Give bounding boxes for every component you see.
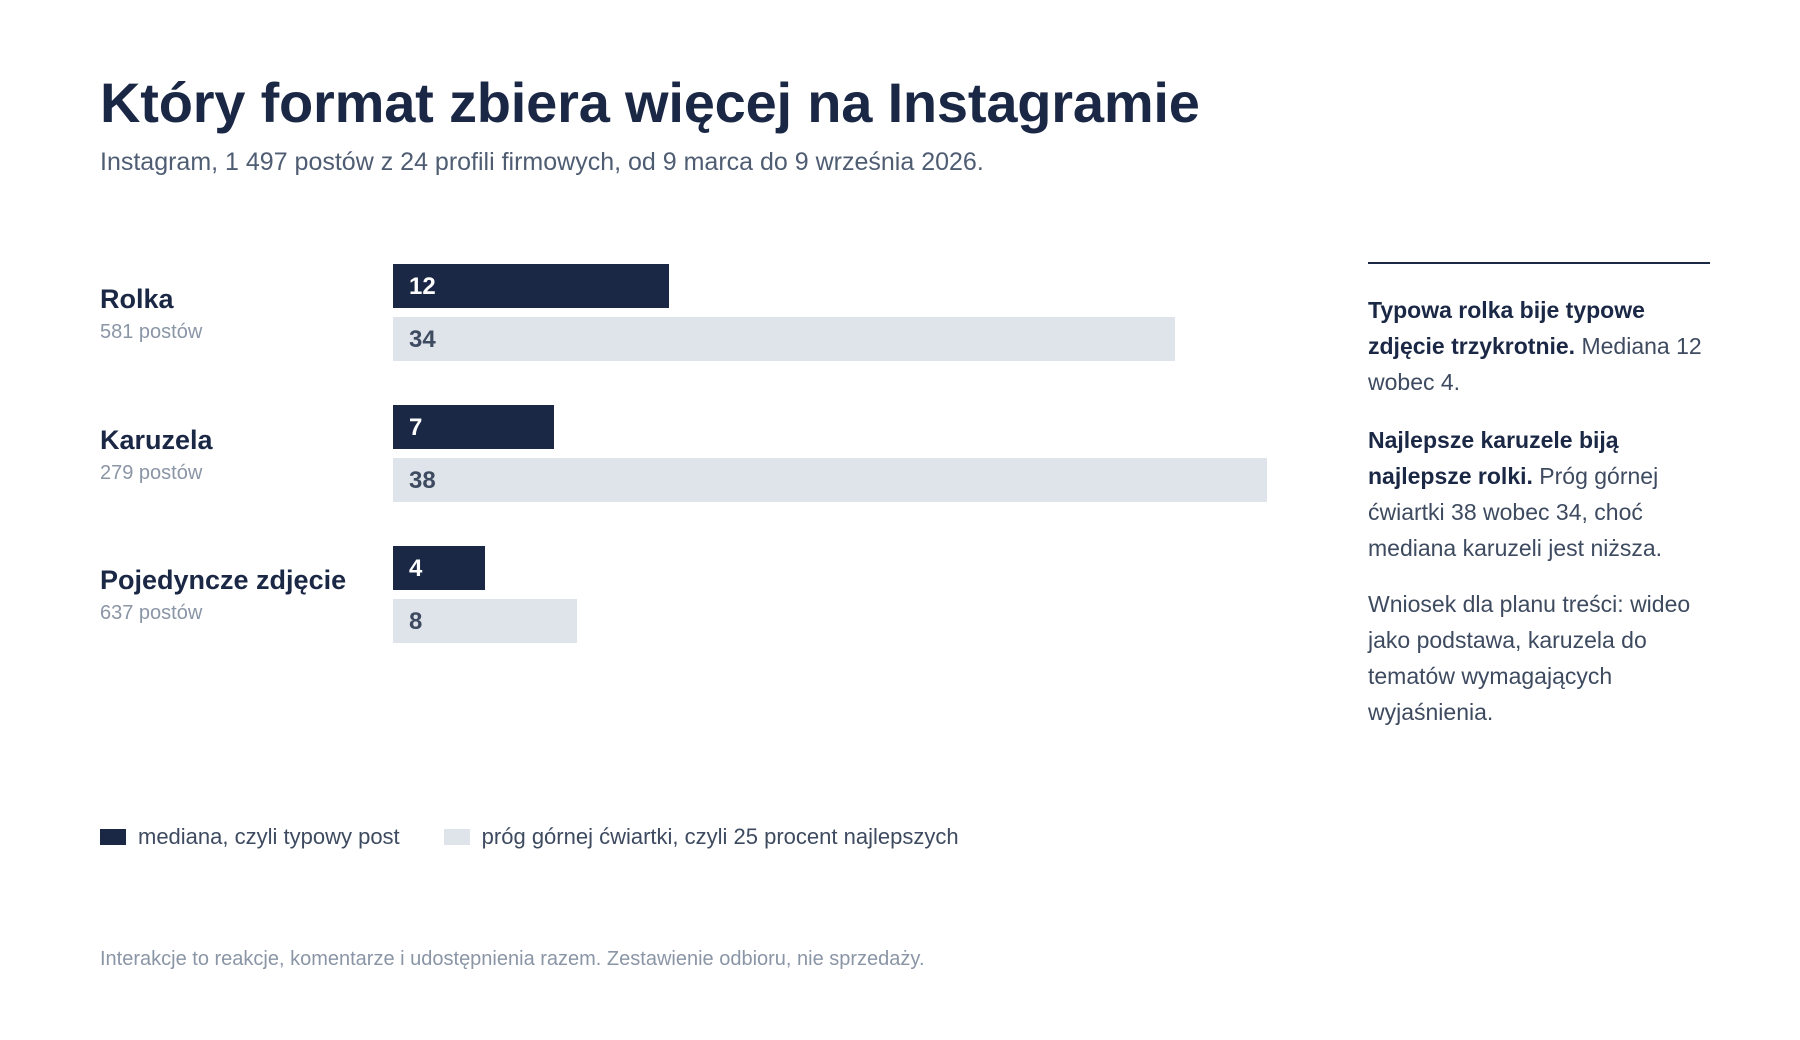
bar-label-median-0: 12 [409, 273, 436, 300]
insight-2-text: Próg górnej ćwiartki 38 wobec 34, choć m… [1368, 463, 1663, 561]
bar-label-quartile-2: 8 [409, 608, 422, 635]
insight-1-text: Mediana 12 wobec 4. [1368, 333, 1702, 395]
bar-median-2 [393, 546, 485, 590]
post-count: 637 postów [100, 602, 203, 624]
bar-median-0 [393, 264, 669, 308]
category-name: Karuzela [100, 425, 213, 455]
bar-label-quartile-1: 38 [409, 467, 436, 494]
bar-label-median-1: 7 [409, 414, 422, 441]
legend: mediana, czyli typowy post próg górnej ć… [100, 824, 1003, 850]
category-name: Rolka [100, 284, 174, 314]
legend-label-quartile: próg górnej ćwiartki, czyli 25 procent n… [481, 824, 959, 849]
row-label-rolka: Rolka 581 postów [100, 284, 202, 344]
row-label-karuzela: Karuzela 279 postów [100, 425, 213, 485]
category-name: Pojedyncze zdjęcie [100, 565, 347, 595]
post-count: 581 postów [100, 321, 203, 343]
insight-1: Typowa rolka bije typowe zdjęcie trzykro… [1368, 292, 1710, 400]
legend-swatch-median [100, 829, 126, 845]
footnote: Interakcje to reakcje, komentarze i udos… [100, 948, 925, 970]
legend-item-quartile: próg górnej ćwiartki, czyli 25 procent n… [443, 824, 959, 850]
legend-swatch-quartile [443, 829, 470, 845]
bar-label-quartile-0: 34 [409, 326, 436, 353]
bar-quartile-2 [393, 599, 577, 643]
chart-subtitle: Instagram, 1 497 postów z 24 profili fir… [100, 148, 984, 176]
post-count: 279 postów [100, 462, 203, 484]
bar-chart: 12 34 7 38 4 8 [393, 264, 1267, 643]
sidebar-rule [1368, 262, 1710, 264]
bar-median-1 [393, 405, 554, 449]
legend-item-median: mediana, czyli typowy post [100, 824, 400, 850]
insight-2: Najlepsze karuzele biją najlepsze rolki.… [1368, 422, 1710, 566]
legend-label-median: mediana, czyli typowy post [138, 824, 400, 849]
insight-3: Wniosek dla planu treści: wideo jako pod… [1368, 591, 1691, 725]
row-label-pojedyncze-zdjecie: Pojedyncze zdjęcie 637 postów [100, 565, 346, 625]
bar-label-median-2: 4 [409, 555, 423, 582]
bar-quartile-0 [393, 317, 1175, 361]
insight-2-bold: Najlepsze karuzele biją najlepsze rolki. [1368, 427, 1619, 489]
insight-1-bold: Typowa rolka bije typowe zdjęcie trzykro… [1368, 297, 1645, 359]
chart-title: Który format zbiera więcej na Instagrami… [100, 71, 1200, 134]
bar-quartile-1 [393, 458, 1267, 502]
